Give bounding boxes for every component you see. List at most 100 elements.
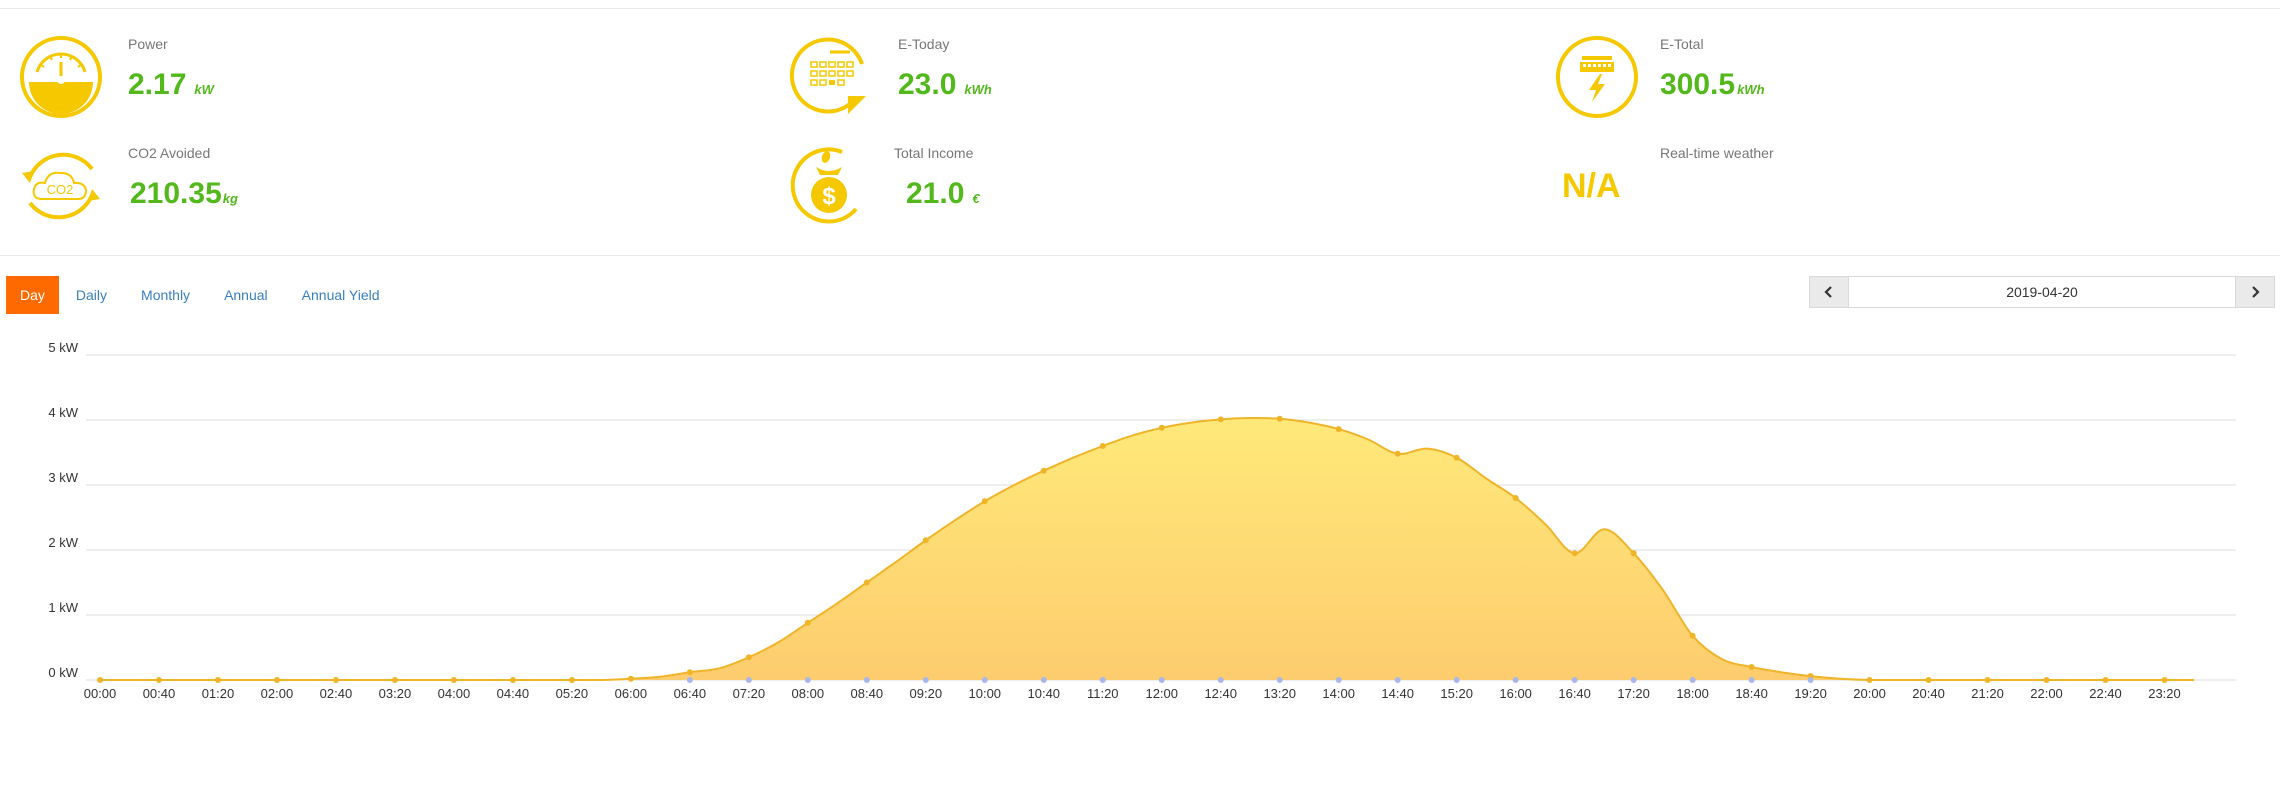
data-point (1925, 677, 1932, 683)
tab-annual[interactable]: Annual (224, 287, 268, 303)
data-point (1099, 443, 1106, 449)
money-bag-icon: $ (790, 147, 858, 224)
x-tick-label: 18:40 (1735, 686, 1768, 701)
tab-daily[interactable]: Daily (75, 287, 108, 303)
baseline-point (1512, 677, 1519, 683)
x-tick-label: 22:00 (2030, 686, 2063, 701)
data-point (97, 677, 103, 683)
data-point (745, 654, 752, 661)
tab-annual-yield[interactable]: Annual Yield (301, 287, 380, 303)
battery-charge-icon (1556, 36, 1638, 118)
x-tick-label: 02:40 (320, 686, 353, 701)
x-tick-label: 18:00 (1676, 686, 1709, 701)
e-today-value: 23.0 kWh (898, 68, 992, 101)
baseline-point (1571, 677, 1578, 683)
data-point (1453, 454, 1460, 461)
x-tick-label: 08:40 (851, 686, 884, 701)
baseline-point (1158, 677, 1165, 683)
data-point (922, 537, 929, 544)
x-tick-label: 00:40 (143, 686, 176, 701)
x-tick-label: 08:00 (792, 686, 825, 701)
e-today-label: E-Today (898, 36, 950, 52)
data-point (2043, 677, 2050, 683)
power-value: 2.17 kW (128, 68, 214, 101)
data-point (1335, 426, 1342, 433)
data-point (1866, 677, 1873, 683)
power-label: Power (128, 36, 168, 52)
x-tick-label: 11:20 (1087, 686, 1119, 701)
x-tick-label: 14:00 (1322, 686, 1355, 701)
data-point (2102, 677, 2109, 683)
x-tick-label: 21:20 (1971, 686, 2004, 701)
calendar-icon (789, 37, 866, 114)
next-date-button[interactable] (2235, 277, 2274, 307)
co2-label: CO2 Avoided (128, 145, 211, 161)
e-total-unit: kWh (1737, 82, 1765, 97)
power-gauge-icon (20, 36, 102, 118)
baseline-point (1335, 677, 1342, 683)
x-tick-label: 00:00 (84, 686, 117, 701)
data-point (214, 677, 221, 683)
data-point (273, 677, 280, 683)
y-tick-label: 3 kW (48, 470, 78, 485)
prev-date-button[interactable] (1810, 277, 1849, 307)
x-tick-label: 13:20 (1263, 686, 1296, 701)
tab-monthly[interactable]: Monthly (141, 287, 191, 303)
baseline-point (1689, 677, 1696, 683)
power-area (100, 417, 2194, 680)
data-point (1630, 550, 1637, 557)
x-tick-label: 20:40 (1912, 686, 1945, 701)
date-picker: 2019-04-20 (1809, 276, 2275, 308)
data-point (804, 619, 811, 626)
x-tick-label: 22:40 (2089, 686, 2122, 701)
weather-label: Real-time weather (1660, 145, 1774, 161)
x-tick-label: 04:00 (438, 686, 471, 701)
data-point (686, 669, 693, 676)
chevron-right-icon (2252, 286, 2260, 298)
stats-divider (0, 255, 2280, 256)
data-point (627, 675, 634, 682)
period-tabs: Day Daily Monthly Annual Annual Yield (6, 276, 397, 314)
data-points (97, 415, 2168, 683)
baseline-point (1630, 677, 1637, 683)
co2-unit: kg (222, 191, 238, 206)
baseline-point (804, 677, 811, 683)
x-tick-label: 12:00 (1145, 686, 1178, 701)
data-point (332, 677, 339, 683)
x-tick-label: 05:20 (556, 686, 589, 701)
data-point (1394, 450, 1401, 457)
x-tick-label: 15:20 (1440, 686, 1473, 701)
data-point (1689, 632, 1696, 639)
x-tick-label: 14:40 (1381, 686, 1414, 701)
x-tick-label: 10:00 (969, 686, 1002, 701)
baseline-point (686, 677, 693, 683)
data-point (155, 677, 162, 683)
data-point (391, 677, 398, 683)
data-point (1217, 416, 1224, 423)
baseline-point (1748, 677, 1755, 683)
x-tick-label: 06:40 (674, 686, 707, 701)
y-tick-label: 4 kW (48, 405, 78, 420)
baseline-point (1276, 677, 1283, 683)
baseline-point (745, 677, 752, 683)
baseline-point (1394, 677, 1401, 683)
baseline-point (1040, 677, 1047, 683)
baseline-point (1099, 677, 1106, 683)
co2-value: 210.35kg (130, 177, 238, 210)
e-today-unit: kWh (964, 82, 992, 97)
chevron-left-icon (1824, 286, 1832, 298)
income-icon-text: $ (822, 183, 836, 210)
x-tick-label: 17:20 (1617, 686, 1650, 701)
data-point (1984, 677, 1991, 683)
baseline-point (922, 677, 929, 683)
baseline-point (863, 677, 870, 683)
date-display[interactable]: 2019-04-20 (2006, 284, 2078, 300)
data-point (981, 498, 988, 505)
baseline-point (1453, 677, 1460, 683)
x-tick-label: 16:00 (1499, 686, 1532, 701)
y-tick-label: 5 kW (48, 340, 78, 355)
x-tick-label: 07:20 (733, 686, 766, 701)
tab-day[interactable]: Day (6, 276, 59, 314)
data-point (863, 579, 870, 586)
baseline-point (981, 677, 988, 683)
